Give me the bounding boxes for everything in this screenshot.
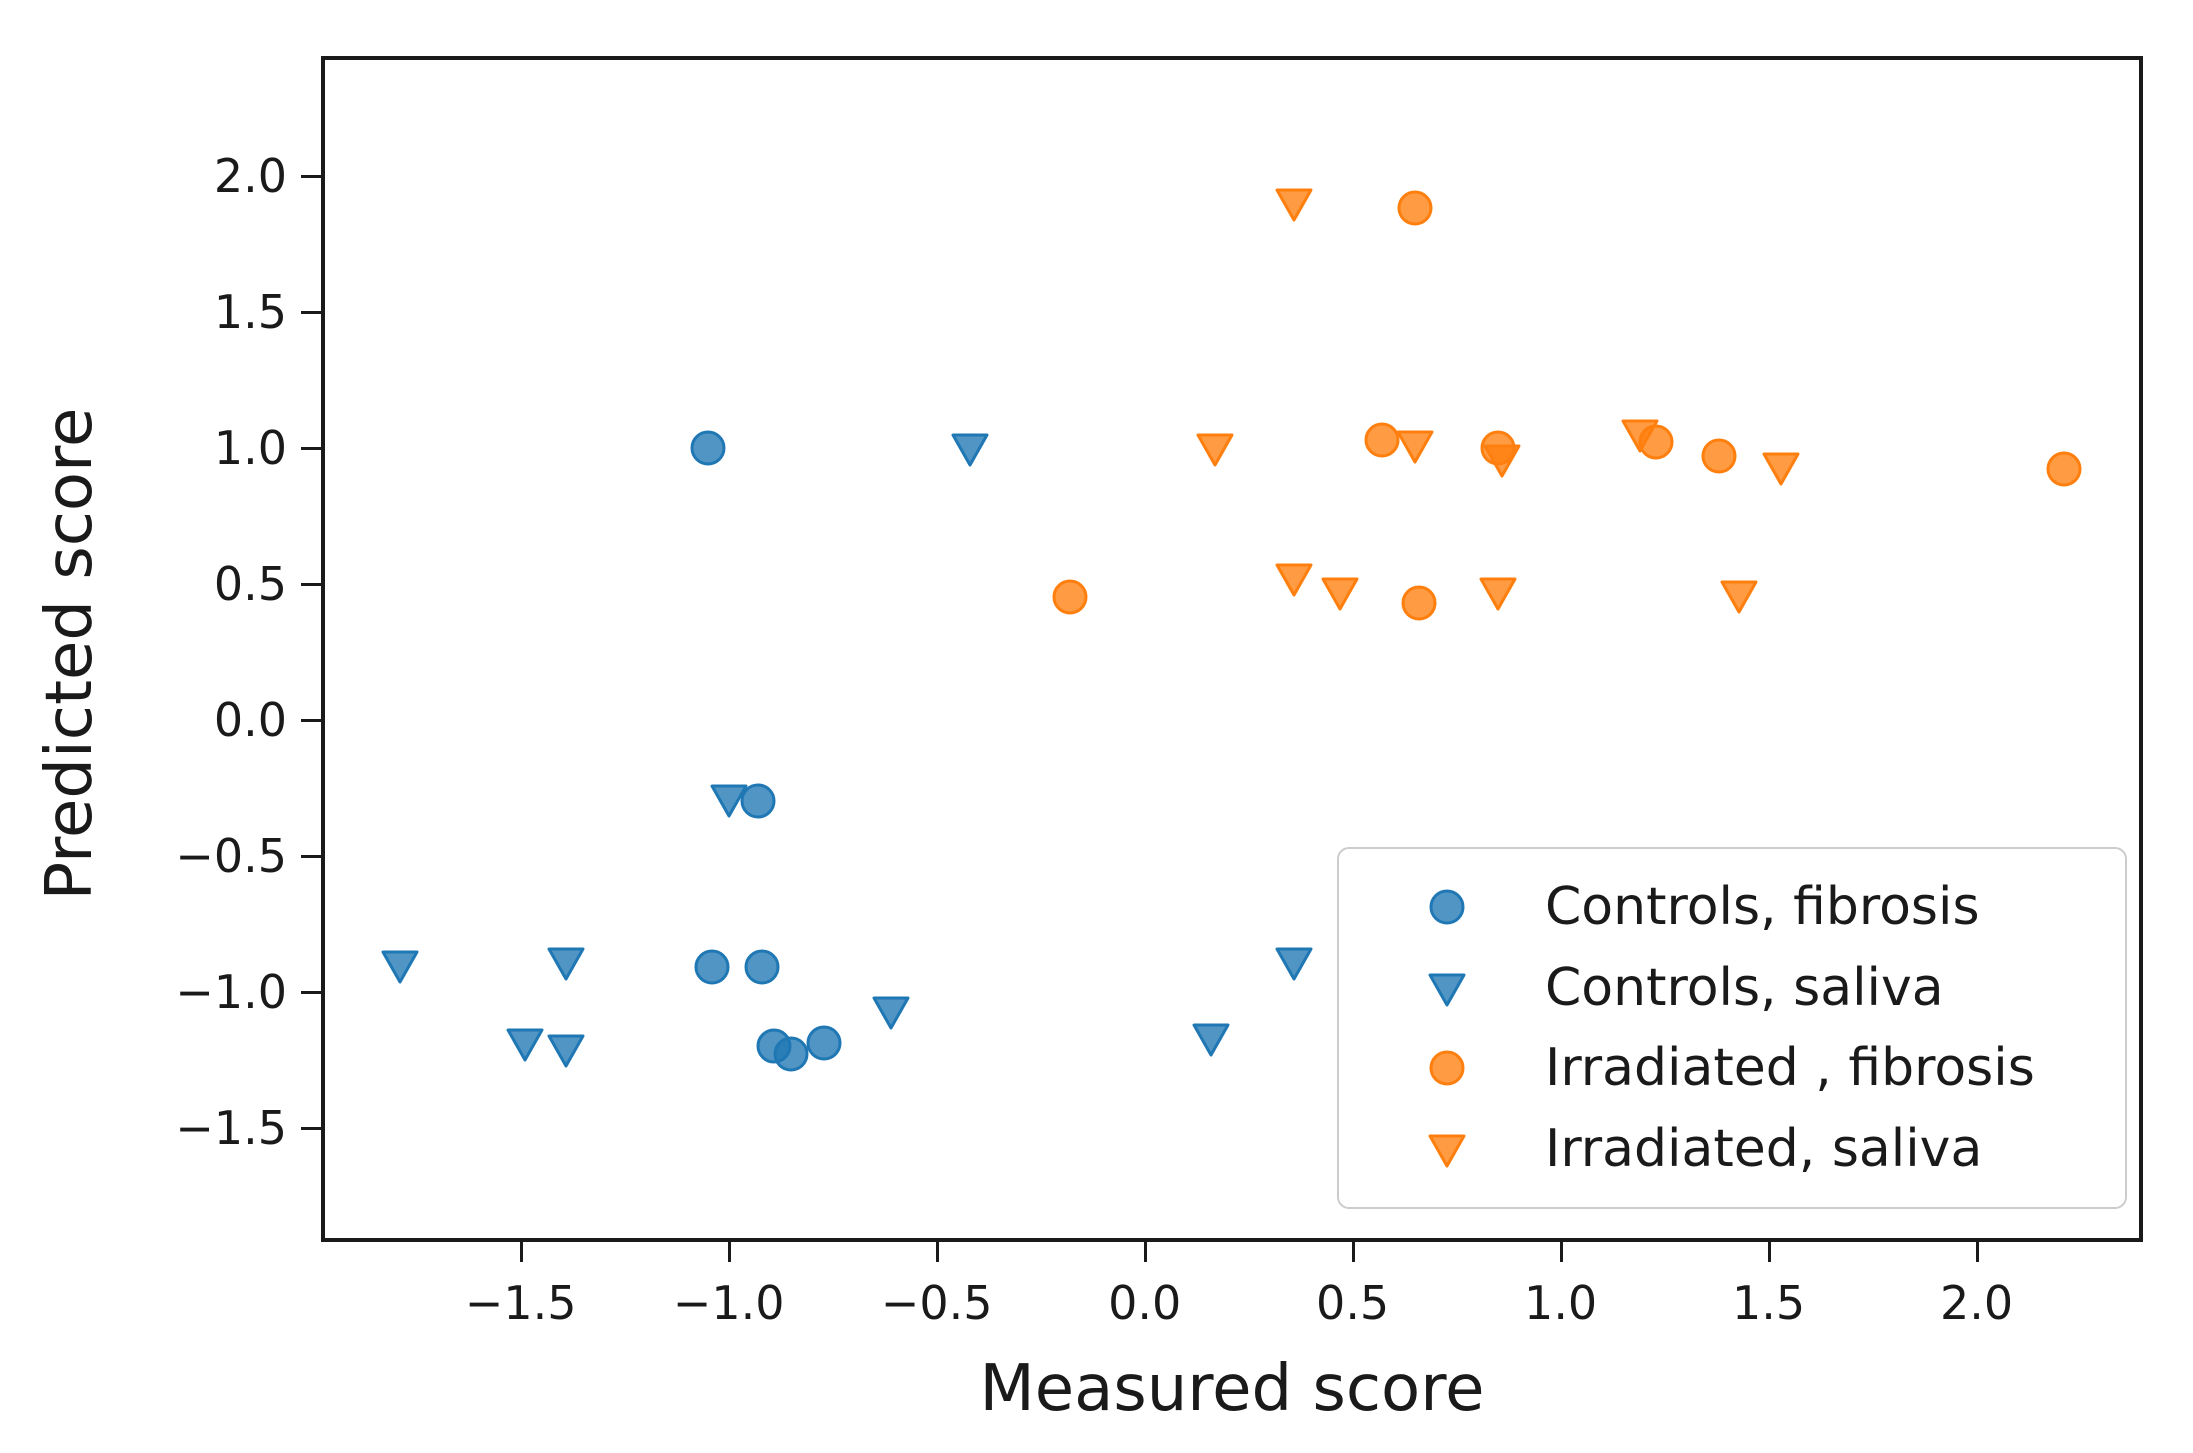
legend-row: Controls, saliva [1377,958,2105,1018]
legend-label: Controls, fibrosis [1545,877,1980,938]
x-tick-label: 1.5 [1732,1276,1806,1330]
x-tick-label: −0.5 [880,1276,993,1330]
y-tick-label: 1.0 [213,420,287,475]
data-point-controls-saliva [547,1034,585,1068]
x-tick-mark [935,1242,939,1262]
data-point-irradiated-fibrosis [1052,579,1088,615]
x-axis-label: Measured score [979,1352,1485,1426]
x-tick-label: 0.0 [1108,1276,1182,1330]
data-point-irradiated-fibrosis [1401,585,1437,621]
data-point-controls-saliva [381,950,419,984]
data-point-controls-saliva [872,996,910,1030]
data-point-irradiated-saliva [1483,444,1521,478]
y-tick-label: 1.5 [213,284,287,339]
y-tick-mark [301,1126,321,1130]
data-point-controls-fibrosis [806,1025,842,1061]
data-point-irradiated-fibrosis [1701,438,1737,474]
legend-marker-triangle-blue-icon [1377,968,1517,1008]
x-tick-label: −1.5 [464,1276,577,1330]
x-tick-mark [727,1242,731,1262]
x-tick-label: 1.0 [1524,1276,1598,1330]
y-tick-label: 0.5 [213,556,287,611]
data-point-irradiated-saliva [1621,419,1659,453]
legend-marker-triangle-orange-icon [1377,1129,1517,1169]
x-tick-label: −1.0 [672,1276,785,1330]
data-point-controls-saliva [1275,947,1313,981]
data-point-controls-fibrosis [690,430,726,466]
data-point-irradiated-fibrosis [1638,424,1674,460]
x-tick-mark [1143,1242,1147,1262]
data-point-irradiated-fibrosis [2046,451,2082,487]
y-axis-label: Predicted score [33,407,107,901]
data-point-irradiated-fibrosis [1480,430,1516,466]
y-tick-label: 2.0 [213,148,287,203]
y-tick-label: −1.5 [175,1100,287,1155]
data-point-controls-saliva [951,433,989,467]
y-tick-label: 0.0 [213,692,287,747]
x-tick-mark [1351,1242,1355,1262]
data-point-controls-saliva [710,784,748,818]
legend-label: Irradiated, saliva [1545,1118,1983,1179]
data-point-irradiated-saliva [1479,577,1517,611]
y-tick-mark [301,990,321,994]
data-point-controls-fibrosis [756,1028,792,1064]
data-point-irradiated-saliva [1720,580,1758,614]
data-point-irradiated-saliva [1321,577,1359,611]
legend-row: Controls, fibrosis [1377,877,2105,937]
y-tick-mark [301,174,321,178]
legend-row: Irradiated, saliva [1377,1119,2105,1179]
legend-marker-circle-blue-icon [1377,888,1517,926]
x-tick-mark [1767,1242,1771,1262]
data-point-irradiated-saliva [1196,433,1234,467]
data-point-controls-fibrosis [773,1036,809,1072]
data-point-controls-saliva [506,1028,544,1062]
data-point-irradiated-saliva [1396,430,1434,464]
data-point-controls-fibrosis [694,949,730,985]
plot-area: Controls, fibrosis Controls, saliva Irra… [321,56,2143,1242]
y-tick-label: −0.5 [175,828,287,883]
legend-marker-circle-orange-icon [1377,1049,1517,1087]
data-point-irradiated-saliva [1275,188,1313,222]
data-point-controls-fibrosis [744,949,780,985]
legend: Controls, fibrosis Controls, saliva Irra… [1337,847,2127,1209]
x-tick-mark [1975,1242,1979,1262]
data-point-controls-saliva [1192,1023,1230,1057]
y-tick-mark [301,854,321,858]
y-tick-mark [301,446,321,450]
x-tick-mark [519,1242,523,1262]
data-point-irradiated-fibrosis [1364,422,1400,458]
y-tick-mark [301,582,321,586]
x-tick-mark [1559,1242,1563,1262]
y-tick-mark [301,718,321,722]
legend-label: Irradiated , fibrosis [1545,1038,2035,1099]
x-tick-label: 0.5 [1316,1276,1390,1330]
data-point-irradiated-saliva [1762,452,1800,486]
x-tick-label: 2.0 [1940,1276,2014,1330]
y-tick-mark [301,310,321,314]
legend-label: Controls, saliva [1545,957,1944,1018]
data-point-irradiated-fibrosis [1397,190,1433,226]
data-point-controls-saliva [547,947,585,981]
y-tick-label: −1.0 [175,964,287,1019]
legend-row: Irradiated , fibrosis [1377,1038,2105,1098]
data-point-controls-fibrosis [740,783,776,819]
data-point-irradiated-saliva [1275,563,1313,597]
